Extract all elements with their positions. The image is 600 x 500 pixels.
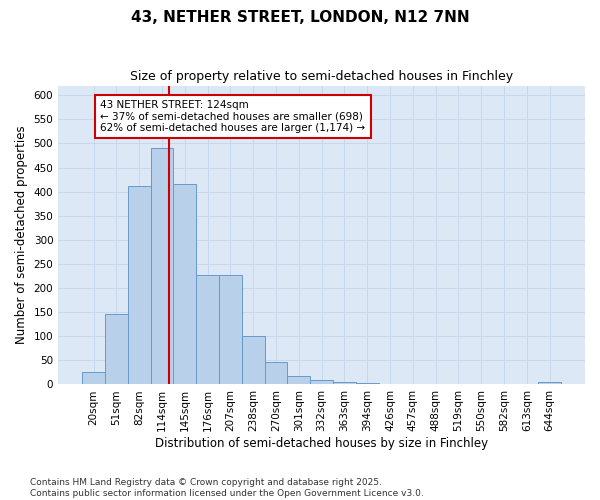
Bar xyxy=(105,314,128,384)
Y-axis label: Number of semi-detached properties: Number of semi-detached properties xyxy=(15,126,28,344)
Bar xyxy=(219,274,242,384)
Text: 43, NETHER STREET, LONDON, N12 7NN: 43, NETHER STREET, LONDON, N12 7NN xyxy=(131,10,469,25)
X-axis label: Distribution of semi-detached houses by size in Finchley: Distribution of semi-detached houses by … xyxy=(155,437,488,450)
Text: 43 NETHER STREET: 124sqm
← 37% of semi-detached houses are smaller (698)
62% of : 43 NETHER STREET: 124sqm ← 37% of semi-d… xyxy=(100,100,365,133)
Title: Size of property relative to semi-detached houses in Finchley: Size of property relative to semi-detach… xyxy=(130,70,513,83)
Bar xyxy=(196,274,219,384)
Bar xyxy=(265,362,287,384)
Bar xyxy=(82,372,105,384)
Bar xyxy=(333,382,356,384)
Bar xyxy=(538,382,561,384)
Bar xyxy=(287,376,310,384)
Bar xyxy=(151,148,173,384)
Text: Contains HM Land Registry data © Crown copyright and database right 2025.
Contai: Contains HM Land Registry data © Crown c… xyxy=(30,478,424,498)
Bar xyxy=(242,336,265,384)
Bar xyxy=(310,380,333,384)
Bar xyxy=(173,184,196,384)
Bar xyxy=(128,186,151,384)
